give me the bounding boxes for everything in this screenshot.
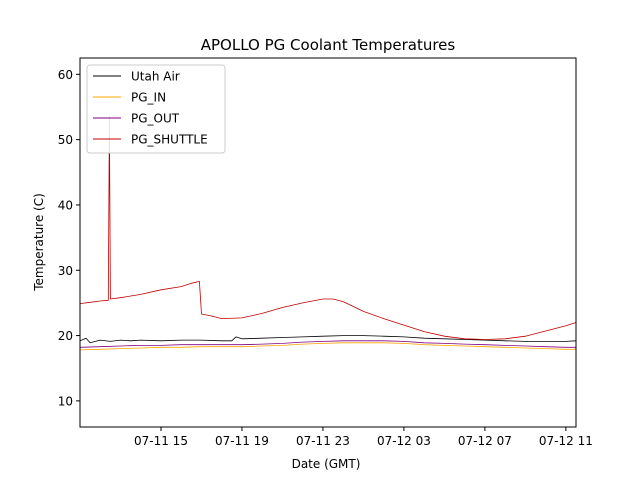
- y-tick-label: 50: [58, 133, 73, 147]
- legend-box: [86, 64, 226, 154]
- series-line-pg-in: [79, 342, 576, 351]
- series-line-pg-shuttle: [79, 116, 577, 340]
- x-tick-label: 07-12 07: [458, 434, 512, 448]
- legend-label: Utah Air: [131, 70, 180, 84]
- legend-label: PG_IN: [131, 91, 166, 105]
- y-axis-ticks: 10 20 30 40 50 60: [58, 68, 80, 408]
- x-axis-label: Date (GMT): [292, 457, 361, 471]
- y-tick-label: 60: [58, 68, 73, 82]
- x-axis-ticks: 07-11 15 07-11 19 07-11 23 07-12 03 07-12 07…: [134, 427, 593, 448]
- y-tick-label: 40: [58, 198, 73, 212]
- y-tick-label: 20: [58, 329, 73, 343]
- series-line-utah-air: [79, 335, 577, 344]
- x-tick-label: 07-11 15: [134, 434, 188, 448]
- legend-label: PG_SHUTTLE: [131, 133, 208, 147]
- x-tick-label: 07-12 11: [539, 434, 593, 448]
- x-tick-label: 07-12 03: [377, 434, 431, 448]
- plot-frame: [79, 57, 577, 428]
- series-line-pg-out: [79, 340, 576, 348]
- legend-items: Utah Air PG_IN PG_OUT PG_SHUTTLE: [93, 70, 208, 147]
- y-tick-label: 10: [58, 394, 73, 408]
- y-tick-label: 30: [58, 264, 73, 278]
- chart-title: APOLLO PG Coolant Temperatures: [201, 36, 456, 54]
- x-tick-label: 07-11 19: [215, 434, 269, 448]
- legend: Utah Air PG_IN PG_OUT PG_SHUTTLE: [86, 64, 226, 154]
- legend-label: PG_OUT: [131, 112, 180, 126]
- series-layer: [79, 116, 577, 351]
- x-tick-label: 07-11 23: [296, 434, 350, 448]
- y-axis-label: Temperature (C): [32, 193, 46, 292]
